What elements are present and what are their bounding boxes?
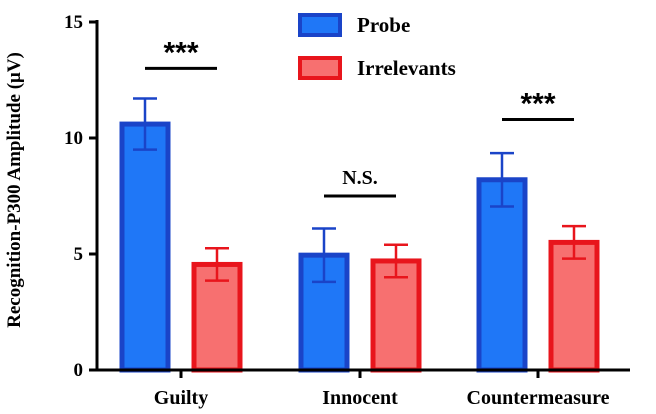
legend-label-probe: Probe	[357, 13, 410, 37]
legend-swatch-probe	[298, 13, 342, 37]
y-tick-label-10: 10	[64, 128, 83, 149]
y-tick-label-15: 15	[64, 12, 83, 33]
significance-annotations: *** N.S. ***	[145, 36, 574, 198]
bar-probe-guilty	[119, 121, 171, 373]
significance-label-guilty: ***	[163, 36, 198, 69]
legend: Probe Irrelevants	[298, 13, 456, 80]
legend-swatch-irrelevants	[298, 56, 342, 80]
bars-layer	[119, 97, 600, 373]
legend-label-irrelevants: Irrelevants	[357, 56, 456, 80]
axes-layer: 0 5 10 15 Guilty Innocent Countermeasure	[64, 12, 630, 409]
bar-irrelevants-countermeasure	[548, 239, 600, 373]
y-tick-label-5: 5	[74, 244, 84, 265]
x-category-label-guilty: Guilty	[154, 387, 208, 409]
y-axis-label: Recognition-P300 Amplitude (μV)	[4, 52, 25, 328]
x-category-label-countermeasure: Countermeasure	[467, 387, 610, 409]
x-category-label-innocent: Innocent	[322, 387, 398, 409]
significance-label-countermeasure: ***	[520, 87, 555, 120]
y-tick-label-0: 0	[74, 360, 84, 381]
bar-probe-countermeasure	[476, 177, 528, 373]
significance-label-innocent: N.S.	[342, 167, 378, 189]
